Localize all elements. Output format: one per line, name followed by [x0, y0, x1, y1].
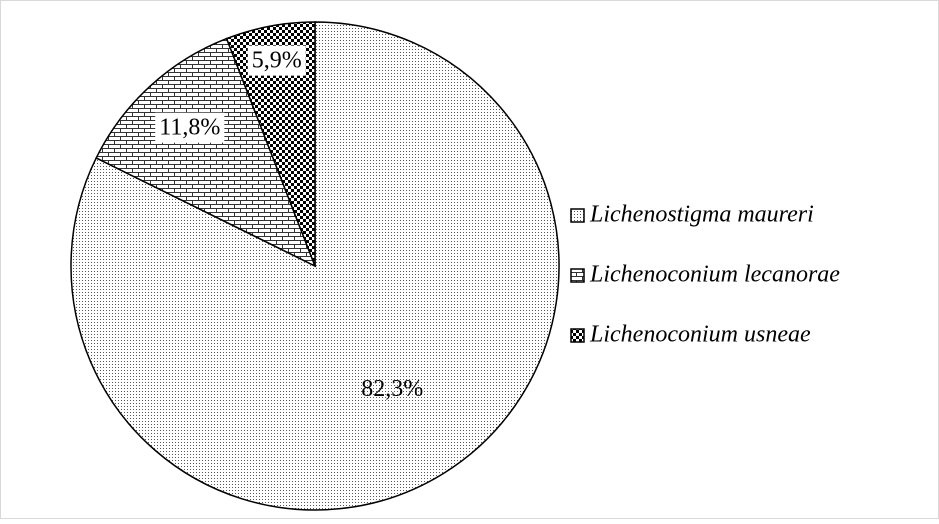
data-label: 5,9% — [252, 48, 302, 74]
data-label: 11,8% — [159, 115, 220, 141]
pie-slice — [95, 37, 317, 268]
data-label-background — [155, 112, 225, 143]
legend-swatch — [570, 208, 585, 223]
legend-swatch — [570, 268, 585, 283]
legend-label: Lichenostigma maureri — [589, 202, 814, 228]
data-labels: 82,3% 11,8% 5,9% — [155, 45, 423, 402]
data-label-background — [247, 45, 306, 76]
data-label: 82,3% — [361, 376, 423, 402]
pie-slice — [225, 21, 316, 267]
legend: Lichenostigma maureri Lichenoconium lecan… — [570, 202, 840, 348]
legend-swatch — [570, 328, 585, 343]
legend-label: Lichenoconium usneae — [589, 322, 811, 348]
legend-label: Lichenoconium lecanorae — [589, 262, 840, 288]
pie — [70, 21, 560, 511]
